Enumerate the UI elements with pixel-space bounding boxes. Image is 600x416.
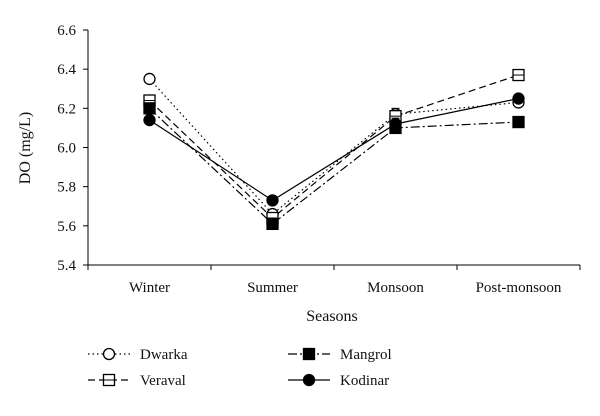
data-point — [143, 102, 156, 115]
y-ticks: 5.4 5.6 5.8 6.0 6.2 6.4 6.6 — [57, 23, 88, 274]
y-tick-label: 6.0 — [57, 141, 76, 157]
y-axis-title: DO (mg/L) — [17, 112, 34, 184]
legend-label: Veraval — [140, 373, 186, 389]
y-tick-label: 6.4 — [57, 62, 76, 78]
x-ticks: Winter Summer Monsoon Post-monsoon — [87, 265, 581, 296]
x-tick-label: Post-monsoon — [476, 280, 562, 296]
legend-item-kodinar: Kodinar — [288, 373, 389, 389]
series-veraval — [143, 68, 525, 225]
legend-item-dwarka: Dwarka — [88, 347, 188, 363]
data-point — [512, 115, 525, 129]
data-point — [389, 117, 402, 131]
y-tick-label: 5.8 — [57, 180, 76, 196]
legend-label: Kodinar — [340, 373, 389, 389]
chart-axes — [87, 30, 580, 266]
legend-marker — [302, 347, 316, 361]
legend-marker — [102, 347, 116, 361]
series-line — [149, 97, 519, 202]
data-point — [512, 68, 525, 82]
y-tick-label: 5.6 — [57, 219, 76, 235]
data-point — [143, 113, 156, 127]
legend-item-mangrol: Mangrol — [288, 347, 392, 363]
x-tick-label: Monsoon — [367, 280, 424, 296]
data-point — [512, 92, 525, 105]
y-tick-label: 6.2 — [57, 101, 76, 117]
y-tick-label: 5.4 — [57, 258, 76, 274]
legend-marker — [102, 373, 116, 387]
legend-label: Mangrol — [340, 347, 392, 363]
series-kodinar — [143, 92, 525, 207]
series-line — [149, 74, 519, 219]
x-tick-label: Summer — [247, 280, 298, 296]
data-point — [143, 72, 156, 86]
legend: Dwarka Veraval Mangrol Kodinar — [88, 347, 392, 389]
x-tick-label: Winter — [129, 280, 170, 296]
x-axis-title: Seasons — [306, 308, 358, 325]
legend-label: Dwarka — [140, 347, 188, 363]
series-mangrol — [143, 102, 525, 231]
legend-marker — [302, 373, 316, 387]
legend-item-veraval: Veraval — [88, 373, 186, 389]
series-dwarka — [143, 72, 525, 221]
series-line — [149, 78, 519, 215]
data-point — [266, 217, 279, 231]
y-tick-label: 6.6 — [57, 23, 76, 39]
data-point — [266, 194, 279, 207]
series-line — [149, 107, 519, 225]
chart-series — [143, 68, 525, 231]
